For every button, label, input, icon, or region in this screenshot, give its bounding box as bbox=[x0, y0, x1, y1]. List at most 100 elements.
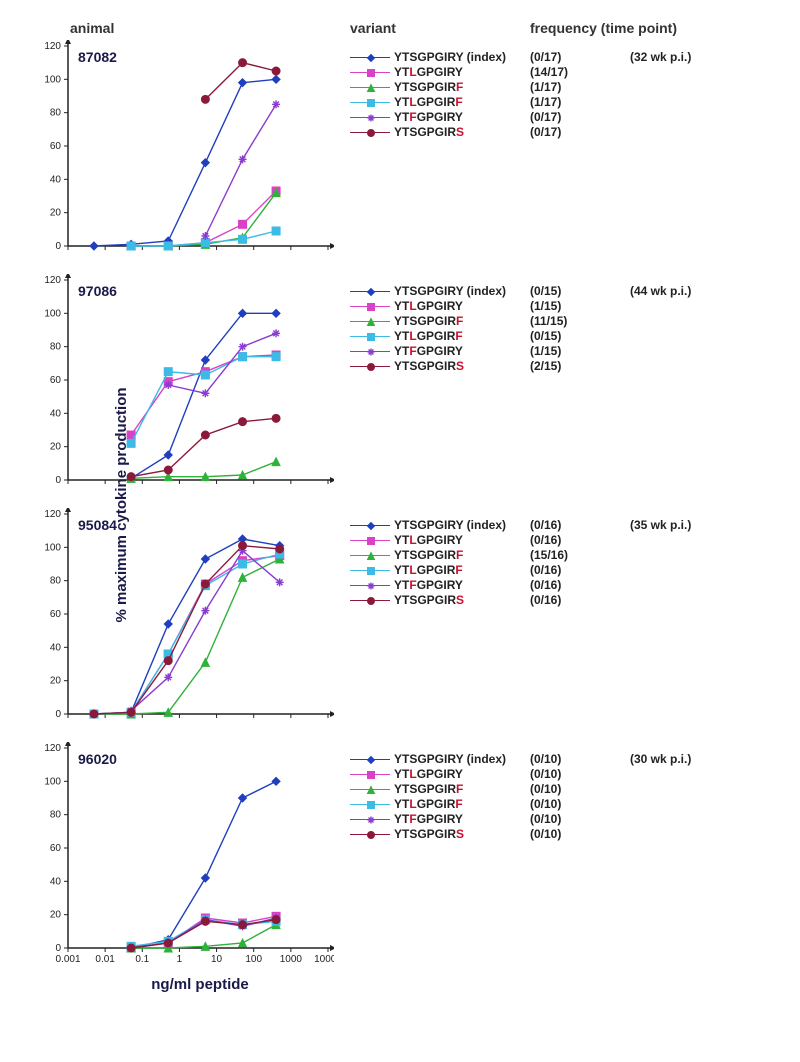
frequency-value: (0/17) bbox=[530, 50, 630, 65]
svg-text:60: 60 bbox=[50, 609, 62, 620]
legend-cell: YTSGPGIRY (index)YTLGPGIRYYTSGPGIRFYTLGP… bbox=[350, 274, 790, 502]
header-animal: animal bbox=[10, 20, 350, 36]
variant-label: YTSGPGIRS bbox=[394, 827, 464, 842]
header-frequency: frequency (time point) bbox=[530, 20, 790, 36]
chart-95084: 02040608010012095084 bbox=[10, 508, 334, 736]
variant-label: YTSGPGIRS bbox=[394, 125, 464, 140]
variant-label: YTSGPGIRF bbox=[394, 782, 463, 797]
legend-item: YTLGPGIRF bbox=[350, 95, 530, 110]
frequency-value: (11/15) bbox=[530, 314, 630, 329]
variant-label: YTFGPGIRY bbox=[394, 578, 463, 593]
svg-text:20: 20 bbox=[50, 208, 62, 219]
variant-label: YTLGPGIRF bbox=[394, 797, 463, 812]
legend-item: YTLGPGIRF bbox=[350, 797, 530, 812]
frequency-value: (0/10) bbox=[530, 797, 630, 812]
frequency-value: (15/16) bbox=[530, 548, 630, 563]
legend-97086: YTSGPGIRY (index)YTLGPGIRYYTSGPGIRFYTLGP… bbox=[350, 284, 790, 374]
timepoint: (30 wk p.i.) bbox=[630, 752, 750, 767]
variant-label: YTFGPGIRY bbox=[394, 110, 463, 125]
svg-text:60: 60 bbox=[50, 375, 62, 386]
svg-text:60: 60 bbox=[50, 843, 62, 854]
legend-item: YTSGPGIRY (index) bbox=[350, 284, 530, 299]
svg-text:100: 100 bbox=[44, 308, 61, 319]
chart-97086: 02040608010012097086 bbox=[10, 274, 334, 502]
legend-item: YTSGPGIRS bbox=[350, 593, 530, 608]
frequency-value: (14/17) bbox=[530, 65, 630, 80]
legend-item: YTFGPGIRY bbox=[350, 110, 530, 125]
svg-text:0.1: 0.1 bbox=[135, 954, 149, 965]
svg-text:40: 40 bbox=[50, 174, 62, 185]
timepoint: (44 wk p.i.) bbox=[630, 284, 750, 299]
legend-item: YTFGPGIRY bbox=[350, 578, 530, 593]
variant-label: YTLGPGIRY bbox=[394, 65, 463, 80]
variant-label: YTLGPGIRY bbox=[394, 299, 463, 314]
panel-row: 02040608010012087082 YTSGPGIRY (index)YT… bbox=[10, 40, 790, 268]
legend-item: YTSGPGIRF bbox=[350, 80, 530, 95]
svg-text:0: 0 bbox=[55, 475, 61, 486]
panel-row: 02040608010012097086 YTSGPGIRY (index)YT… bbox=[10, 274, 790, 502]
svg-text:120: 120 bbox=[44, 743, 61, 754]
chart-cell: 02040608010012095084 bbox=[10, 508, 350, 736]
column-headers: animal variant frequency (time point) bbox=[10, 20, 790, 36]
variant-label: YTFGPGIRY bbox=[394, 812, 463, 827]
frequency-value: (1/15) bbox=[530, 344, 630, 359]
variant-label: YTSGPGIRY (index) bbox=[394, 518, 506, 533]
frequency-value: (0/16) bbox=[530, 593, 630, 608]
chart-cell: 02040608010012087082 bbox=[10, 40, 350, 268]
timepoint: (32 wk p.i.) bbox=[630, 50, 750, 65]
variant-label: YTLGPGIRF bbox=[394, 95, 463, 110]
legend-87082: YTSGPGIRY (index)YTLGPGIRYYTSGPGIRFYTLGP… bbox=[350, 50, 790, 140]
frequency-value: (0/16) bbox=[530, 578, 630, 593]
legend-item: YTLGPGIRF bbox=[350, 563, 530, 578]
figure: animal variant frequency (time point) % … bbox=[10, 20, 790, 993]
svg-text:80: 80 bbox=[50, 342, 62, 353]
svg-text:60: 60 bbox=[50, 141, 62, 152]
legend-item: YTSGPGIRF bbox=[350, 548, 530, 563]
svg-text:20: 20 bbox=[50, 676, 62, 687]
svg-text:40: 40 bbox=[50, 876, 62, 887]
panel-row: 02040608010012095084 YTSGP bbox=[10, 508, 790, 736]
header-variant: variant bbox=[350, 20, 530, 36]
frequency-value: (1/15) bbox=[530, 299, 630, 314]
variant-label: YTSGPGIRY (index) bbox=[394, 50, 506, 65]
variant-label: YTFGPGIRY bbox=[394, 344, 463, 359]
chart-96020: 0204060801001200.0010.010.11101001000100… bbox=[10, 742, 334, 970]
svg-text:100: 100 bbox=[245, 954, 262, 965]
legend-item: YTSGPGIRY (index) bbox=[350, 518, 530, 533]
svg-text:87082: 87082 bbox=[78, 49, 117, 65]
svg-text:10000: 10000 bbox=[314, 954, 334, 965]
legend-item: YTSGPGIRF bbox=[350, 314, 530, 329]
legend-item: YTLGPGIRY bbox=[350, 65, 530, 80]
legend-cell: YTSGPGIRY (index)YTLGPGIRYYTSGPGIRFYTLGP… bbox=[350, 742, 790, 970]
variant-label: YTSGPGIRS bbox=[394, 593, 464, 608]
legend-item: YTSGPGIRS bbox=[350, 827, 530, 842]
legend-item: YTLGPGIRY bbox=[350, 533, 530, 548]
legend-item: YTSGPGIRS bbox=[350, 125, 530, 140]
variant-label: YTLGPGIRF bbox=[394, 563, 463, 578]
frequency-value: (0/17) bbox=[530, 125, 630, 140]
frequency-value: (1/17) bbox=[530, 95, 630, 110]
variant-label: YTSGPGIRS bbox=[394, 359, 464, 374]
svg-text:0.01: 0.01 bbox=[95, 954, 115, 965]
svg-text:40: 40 bbox=[50, 642, 62, 653]
frequency-value: (0/16) bbox=[530, 518, 630, 533]
svg-text:95084: 95084 bbox=[78, 517, 117, 533]
variant-label: YTSGPGIRY (index) bbox=[394, 752, 506, 767]
legend-item: YTSGPGIRS bbox=[350, 359, 530, 374]
frequency-value: (0/10) bbox=[530, 752, 630, 767]
svg-text:80: 80 bbox=[50, 108, 62, 119]
svg-text:100: 100 bbox=[44, 74, 61, 85]
svg-text:20: 20 bbox=[50, 910, 62, 921]
frequency-value: (0/16) bbox=[530, 563, 630, 578]
frequency-value: (0/10) bbox=[530, 767, 630, 782]
panel-row: 0204060801001200.0010.010.11101001000100… bbox=[10, 742, 790, 970]
chart-87082: 02040608010012087082 bbox=[10, 40, 334, 268]
variant-label: YTSGPGIRF bbox=[394, 314, 463, 329]
variant-label: YTSGPGIRF bbox=[394, 548, 463, 563]
variant-label: YTSGPGIRY (index) bbox=[394, 284, 506, 299]
frequency-value: (0/17) bbox=[530, 110, 630, 125]
legend-item: YTLGPGIRY bbox=[350, 299, 530, 314]
variant-label: YTLGPGIRY bbox=[394, 533, 463, 548]
legend-item: YTFGPGIRY bbox=[350, 344, 530, 359]
svg-text:80: 80 bbox=[50, 810, 62, 821]
